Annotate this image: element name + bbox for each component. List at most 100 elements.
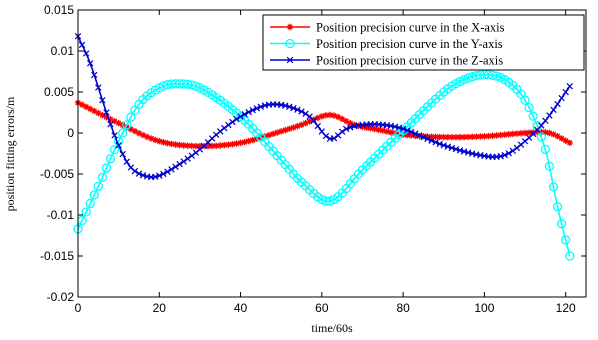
series-marker	[314, 122, 322, 130]
series-marker	[459, 75, 469, 85]
series-marker	[536, 132, 546, 142]
series-marker	[452, 145, 460, 153]
series-marker	[81, 207, 91, 217]
legend-swatch-marker	[285, 38, 295, 49]
series-marker	[273, 129, 281, 136]
series-marker	[105, 154, 116, 164]
series-marker	[191, 81, 201, 91]
series-marker	[164, 139, 171, 147]
series-marker	[363, 124, 370, 131]
series-marker	[86, 105, 94, 113]
series-marker	[338, 128, 346, 135]
series-marker	[505, 150, 513, 157]
series-marker	[554, 132, 561, 140]
series-marker	[347, 120, 354, 127]
series-marker	[432, 133, 439, 141]
y-tick-label: 0.01	[51, 44, 75, 58]
series-marker	[491, 71, 502, 81]
series-marker	[131, 167, 139, 175]
series-marker	[566, 83, 573, 90]
series-marker	[412, 132, 419, 139]
series-marker	[208, 142, 216, 150]
series-marker	[542, 117, 549, 124]
series-marker	[91, 71, 98, 79]
series-marker	[225, 141, 232, 148]
series-marker	[241, 138, 248, 146]
series-marker	[408, 128, 415, 136]
legend-item: Position precision curve in the Y-axis	[270, 37, 503, 51]
y-tick-label: -0.02	[47, 290, 75, 304]
y-tick-label: -0.01	[47, 208, 75, 222]
series-z-axis	[74, 33, 573, 181]
series-marker	[424, 133, 431, 140]
y-tick-label: 0.005	[44, 85, 74, 99]
x-tick-label: 0	[75, 301, 82, 315]
series-marker	[229, 118, 236, 126]
series-marker	[245, 108, 252, 116]
series-marker	[403, 131, 411, 139]
series-marker	[440, 133, 447, 141]
series-marker	[249, 136, 256, 144]
series-marker	[558, 135, 565, 142]
series-marker	[111, 132, 118, 139]
series-marker	[147, 135, 155, 142]
series-marker	[477, 133, 484, 140]
series-marker	[168, 166, 175, 173]
series-marker	[371, 125, 378, 133]
series-marker	[524, 102, 534, 113]
series-marker	[187, 80, 197, 90]
series-marker	[278, 128, 285, 135]
series-marker	[233, 115, 240, 123]
x-axis-label: time/60s	[311, 321, 353, 335]
series-marker	[546, 112, 553, 119]
series-marker	[546, 129, 553, 137]
series-marker	[444, 133, 452, 141]
series-marker	[375, 126, 382, 133]
series-marker	[542, 129, 549, 136]
series-marker	[558, 94, 565, 102]
series-marker	[428, 137, 435, 144]
series-marker	[86, 60, 94, 67]
series-marker	[509, 147, 517, 155]
legend-label: Position precision curve in the Y-axis	[316, 37, 503, 51]
series-y-axis	[73, 70, 575, 261]
series-marker	[192, 149, 200, 156]
series-marker	[135, 129, 143, 137]
series-marker	[452, 133, 460, 141]
series-marker	[383, 128, 391, 135]
series-marker	[176, 160, 183, 168]
series-marker	[326, 111, 334, 119]
series-marker	[534, 128, 541, 136]
series-marker	[172, 163, 179, 171]
series-marker	[416, 132, 423, 139]
series-marker	[233, 140, 240, 147]
x-tick-label: 60	[315, 301, 329, 315]
series-marker	[473, 133, 480, 140]
series-marker	[424, 135, 431, 143]
series-marker	[367, 125, 374, 132]
series-marker	[302, 110, 309, 117]
series-marker	[525, 129, 533, 136]
series-marker	[540, 144, 551, 155]
series-marker	[135, 170, 143, 177]
x-tick-label: 40	[234, 301, 248, 315]
series-marker	[520, 95, 530, 105]
y-tick-label: -0.005	[40, 167, 74, 181]
series-marker	[103, 109, 110, 116]
series-marker	[428, 133, 435, 140]
series-marker	[487, 70, 498, 80]
series-marker	[188, 152, 196, 159]
series-marker	[180, 158, 187, 165]
series-marker	[249, 106, 256, 114]
series-marker	[338, 115, 346, 123]
series-marker	[126, 112, 136, 122]
series-marker	[172, 141, 179, 148]
plot-frame	[77, 9, 587, 298]
series-marker	[294, 106, 301, 113]
legend-label: Position precision curve in the X-axis	[316, 21, 505, 35]
series-marker	[188, 142, 195, 150]
series-marker	[152, 136, 159, 144]
series-marker	[107, 116, 114, 123]
series-marker	[548, 182, 559, 192]
series-marker	[109, 145, 120, 155]
